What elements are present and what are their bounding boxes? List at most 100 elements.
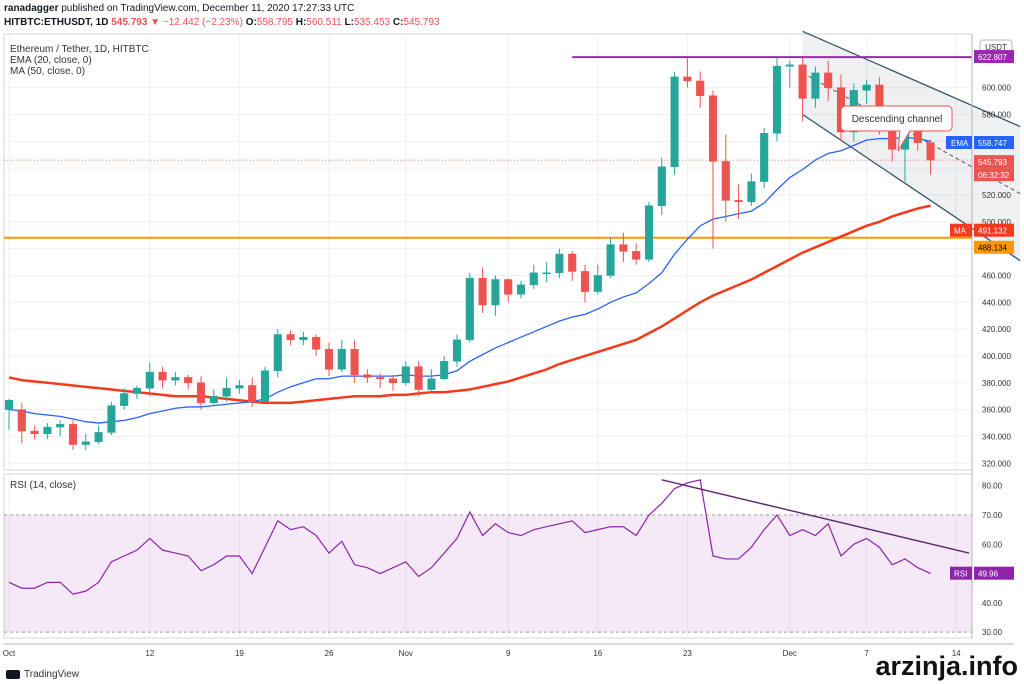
tradingview-icon [6,670,20,679]
close-value: 545.793 [403,17,440,28]
candle-body [504,279,513,295]
candle-body [785,64,794,67]
x-tick-label: Oct [3,649,16,658]
last-price-tag: 545.793 [978,158,1007,167]
low-value: 535.453 [353,17,391,28]
y-tick-label: 340.000 [982,432,1011,441]
candle-body [465,277,474,341]
y-tick-label: 380.000 [982,379,1011,388]
candle-body [30,430,39,435]
candle-body [132,387,142,394]
legend-rsi: RSI (14, close) [10,480,77,491]
high-label: H: [295,17,307,28]
candle-body [43,426,52,435]
candle-body [337,349,346,370]
y-tick-label: 320.000 [982,459,1011,468]
ma-label: MA [954,227,967,236]
channel-fill [802,31,1021,261]
candle-body [862,84,871,91]
channel-upper-line [802,30,1021,128]
rsi-y-tick-label: 30.00 [982,628,1003,637]
y-tick-label: 500.000 [982,218,1011,227]
candle-body [568,253,577,272]
candle-body [708,95,718,162]
candle-body [542,272,551,275]
candle-body [388,378,398,384]
x-tick-label: 16 [593,649,602,658]
candle-body [94,432,103,443]
candle-body [632,251,641,260]
ema-label: EMA [951,139,969,148]
candle-body [824,72,833,88]
x-tick-label: 7 [864,649,869,658]
annotation-text: Descending channel [852,114,943,125]
candle-body [644,205,654,260]
candle-body [350,349,359,376]
candle-body [414,366,423,390]
rsi-y-tick-label: 60.00 [982,540,1003,549]
candle-body [324,349,334,370]
resistance-tag: 622.807 [978,53,1007,62]
rsi-label-box [950,566,972,580]
publish-info: published on TradingView.com, December 1… [61,3,355,14]
main-legend: Ethereum / Tether, 1D, HITBTC EMA (20, c… [10,44,149,77]
candle-body [555,253,564,274]
candle-body [56,424,65,428]
resistance-tag-box [974,50,1014,64]
countdown-tag: 06:32:32 [978,171,1010,180]
candle-body [363,374,372,378]
candle-body [286,334,295,341]
candle-body [516,284,526,295]
tradingview-logo[interactable]: TradingView [6,669,79,680]
candle-body [312,336,321,350]
publisher-line: ranadagger published on TradingView.com,… [4,3,354,14]
candle-body [926,142,935,161]
main-pane: Descending channel [4,30,1021,450]
watermark: arzinja.info [875,651,1018,681]
x-tick-label: Dec [783,649,797,658]
y-tick-label: 520.000 [982,191,1011,200]
candle-body [593,275,602,292]
ema-tag: 558.747 [978,139,1007,148]
candle-body [798,64,807,99]
candle-body [196,382,206,404]
candle-body [68,424,78,445]
rsi-y-tick-label: 80.00 [982,482,1003,491]
candle-body [273,334,282,371]
x-tick-label: 26 [325,649,334,658]
legend-ema: EMA (20, close, 0) [10,55,92,66]
ma-label-box [950,223,972,237]
candle-body [760,133,769,182]
publisher-name[interactable]: ranadagger [4,3,59,14]
x-tick-label: Nov [399,649,413,658]
candle-body [427,378,436,390]
y-tick-label: 400.000 [982,352,1011,361]
candle-body [580,271,590,292]
x-tick-label: 9 [506,649,511,658]
low-label: L: [344,17,354,28]
candle-body [670,76,679,168]
last-price-tag-box [974,155,1014,169]
candle-body [376,377,385,380]
annotation-callout [840,105,953,152]
candle-body [235,385,244,389]
candle-body [683,76,692,82]
y-tick-label: 580.000 [982,110,1011,119]
y-tick-label: 440.000 [982,298,1011,307]
candle-body [81,441,90,445]
candle-body [184,377,193,384]
open-label: O: [245,17,257,28]
candle-body [401,366,410,384]
candle-body [747,181,756,202]
rsi-divergence-line [661,479,970,554]
grid [3,33,973,639]
candle-body [171,377,180,381]
rsi-tag-box [974,566,1014,580]
candle-body [772,65,782,134]
rsi-y-tick-label: 70.00 [982,511,1003,520]
ma-tag-box [974,223,1014,237]
support-tag-box [974,240,1014,254]
open-value: 558.795 [256,17,293,28]
